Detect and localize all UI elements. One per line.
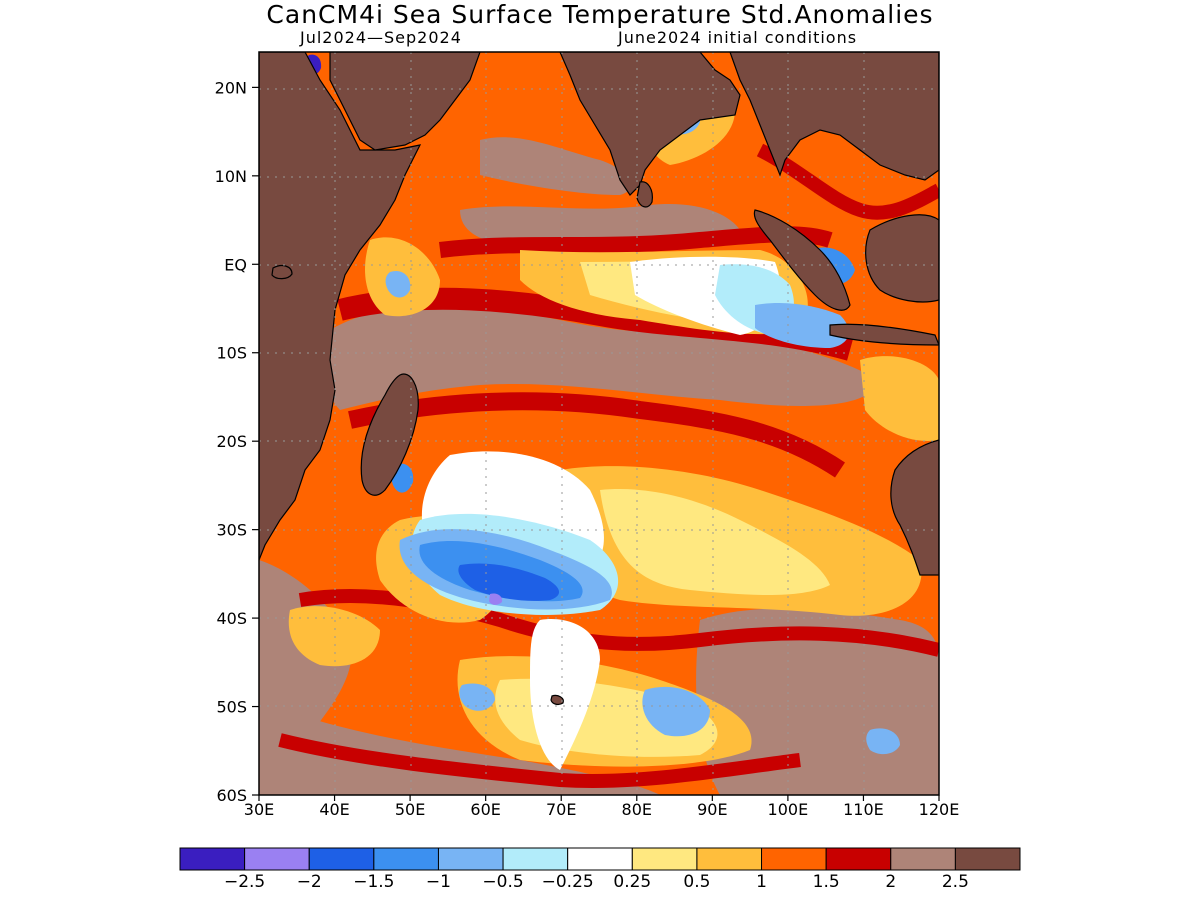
graticule	[259, 52, 939, 795]
anomaly-band-2	[278, 733, 801, 788]
lat-tick-label: 10S	[216, 344, 247, 363]
anomaly-band-2	[348, 392, 845, 478]
anomaly-band-2	[756, 143, 939, 220]
lon-tick-label: 50E	[395, 800, 425, 819]
colorbar-label: −0.25	[542, 872, 594, 892]
kerguelen-island	[550, 694, 564, 706]
lon-tick-label: 90E	[697, 800, 727, 819]
sri-lanka-landmass	[636, 181, 653, 208]
lat-tick-label: 10N	[215, 167, 247, 186]
colorbar-swatch	[761, 847, 827, 871]
lon-tick-label: 120E	[919, 800, 960, 819]
madagascar-landmass	[360, 373, 419, 496]
lon-tick-label: 30E	[244, 800, 274, 819]
australia-landmass	[890, 439, 939, 576]
colorbar-swatch	[373, 847, 439, 871]
initial-conditions: June2024 initial conditions	[618, 28, 858, 47]
colorbar-label: 1	[756, 872, 767, 892]
colorbar-label: 1.5	[813, 872, 840, 892]
colorbar-swatch	[502, 847, 569, 871]
lat-tick-label: 20S	[216, 432, 247, 451]
lon-tick-label: 110E	[843, 800, 884, 819]
colorbar-swatch	[244, 847, 310, 871]
anomaly-zone-high	[259, 700, 660, 795]
colorbar-swatch	[696, 847, 763, 871]
anomaly-zone-neg2	[489, 593, 503, 605]
java-landmass	[829, 323, 939, 346]
colorbar-swatch	[308, 847, 375, 871]
india-landmass	[559, 52, 741, 196]
lon-tick-label: 70E	[546, 800, 576, 819]
anomaly-zone-high	[323, 306, 880, 410]
indochina-landmass	[729, 52, 939, 181]
lat-tick-label: 50S	[216, 698, 247, 717]
anomaly-zone-05	[600, 489, 830, 595]
anomaly-zone-neg15	[458, 563, 560, 601]
colorbar-swatch	[825, 847, 892, 871]
lon-tick-label: 100E	[768, 800, 809, 819]
anomaly-zone-neg05	[385, 270, 411, 298]
colorbar-swatch	[437, 847, 504, 871]
colorbar-swatch	[631, 847, 698, 871]
lon-tick-label: 40E	[319, 800, 349, 819]
arabia-landmass	[329, 52, 481, 151]
colorbar-label: 2.5	[942, 872, 969, 892]
colorbar: −2.5 −2 −1.5 −1 −0.5 −0.25 0.25 0.5 1 1.5 2 2.5	[179, 847, 1021, 892]
lat-tick-label: EQ	[224, 255, 247, 274]
anomaly-zone-neutral	[530, 619, 600, 770]
anomaly-zone-neg05	[866, 728, 900, 755]
anomaly-zone-neg05	[642, 686, 710, 737]
map-field	[259, 52, 939, 795]
lat-tick-label: 30S	[216, 521, 247, 540]
colorbar-label: −1	[426, 872, 451, 892]
anomaly-zone-1	[860, 356, 939, 441]
forecast-period: Jul2024—Sep2024	[300, 28, 462, 47]
colorbar-label: −0.5	[482, 872, 523, 892]
colorbar-label: −2	[297, 872, 322, 892]
anomaly-zone-1	[288, 606, 380, 667]
africa-landmass	[259, 52, 422, 561]
latitude-axis: 20N 10N EQ 10S 20S 30S 40S 50S 60S	[215, 78, 259, 805]
colorbar-swatch	[567, 847, 633, 871]
map-title: CanCM4i Sea Surface Temperature Std.Anom…	[266, 0, 934, 29]
colorbar-label: −2.5	[224, 872, 265, 892]
socotra-island	[271, 264, 293, 280]
anomaly-zone-neg05	[755, 303, 849, 348]
colorbar-label: 2	[885, 872, 896, 892]
colorbar-label: −1.5	[353, 872, 394, 892]
lon-tick-label: 80E	[622, 800, 652, 819]
sumatra-landmass	[753, 209, 851, 311]
colorbar-swatch	[890, 847, 956, 871]
lon-tick-label: 60E	[470, 800, 500, 819]
anomaly-zone-high	[480, 137, 631, 195]
borneo-landmass	[865, 214, 939, 303]
lat-tick-label: 60S	[216, 786, 247, 805]
map-frame	[258, 51, 940, 796]
colorbar-swatch	[179, 847, 246, 871]
lat-tick-label: 20N	[215, 78, 247, 97]
land	[259, 52, 939, 706]
colorbar-label: 0.5	[683, 872, 710, 892]
anomaly-zone-neg05	[459, 683, 495, 711]
lat-tick-label: 40S	[216, 609, 247, 628]
colorbar-label: 0.25	[613, 872, 651, 892]
colorbar-swatch	[954, 847, 1021, 871]
longitude-axis: 30E 40E 50E 60E 70E 80E 90E 100E 110E 120E	[244, 795, 960, 819]
